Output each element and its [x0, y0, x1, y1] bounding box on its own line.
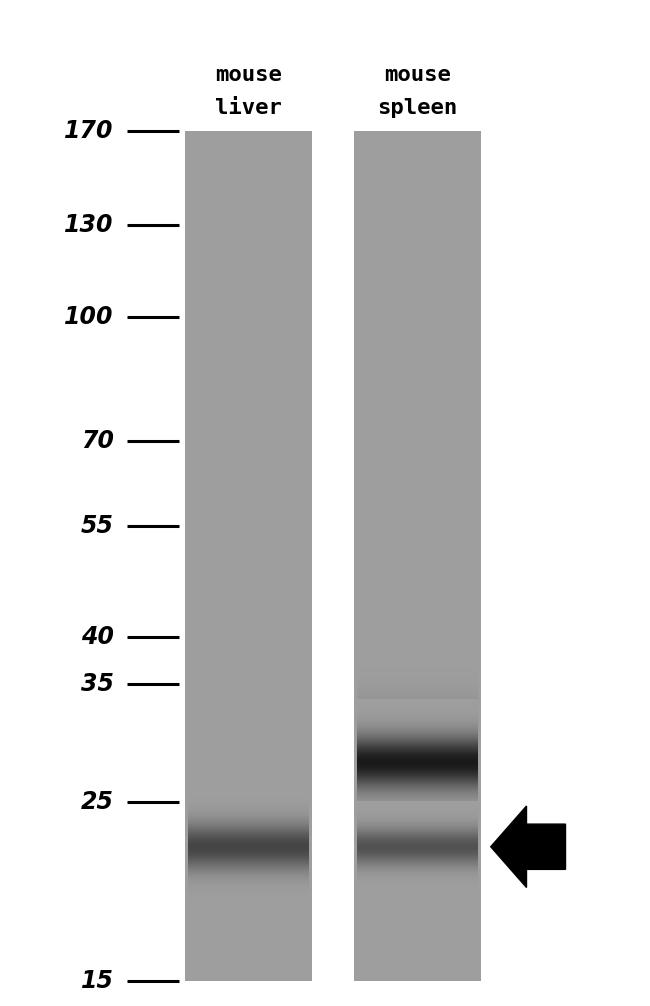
Text: spleen: spleen — [378, 98, 458, 118]
Text: 35: 35 — [81, 672, 114, 696]
Text: 170: 170 — [64, 119, 114, 143]
Text: mouse: mouse — [384, 65, 451, 86]
Text: 25: 25 — [81, 790, 114, 814]
Text: 40: 40 — [81, 626, 114, 650]
Text: mouse: mouse — [215, 65, 282, 86]
FancyArrow shape — [491, 806, 566, 887]
Bar — [354, 131, 481, 981]
Text: 15: 15 — [81, 969, 114, 993]
Text: 100: 100 — [64, 305, 114, 329]
Bar — [185, 131, 312, 981]
Text: 130: 130 — [64, 212, 114, 236]
Text: 55: 55 — [81, 514, 114, 538]
Text: 70: 70 — [81, 430, 114, 454]
Text: liver: liver — [215, 98, 282, 118]
